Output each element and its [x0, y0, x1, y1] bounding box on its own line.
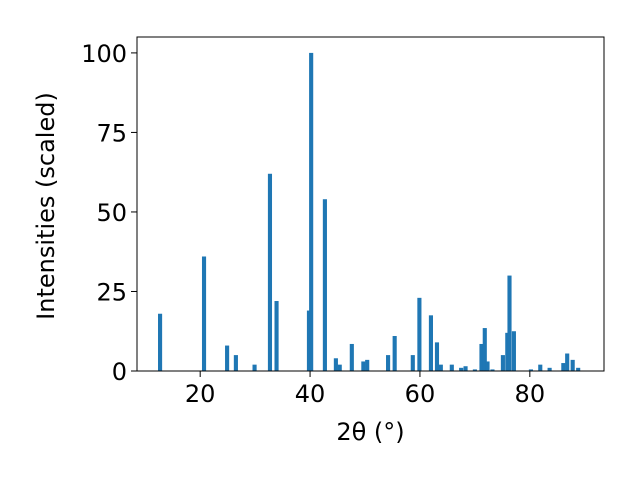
bar: [417, 297, 422, 371]
bar: [410, 355, 415, 371]
bar: [505, 332, 510, 371]
bar: [449, 364, 454, 371]
bar: [482, 328, 487, 371]
y-axis-label: Intensities (scaled): [32, 92, 60, 320]
bar: [392, 336, 397, 371]
bar: [472, 369, 477, 371]
bar: [349, 343, 354, 371]
bar: [225, 345, 230, 371]
bar: [306, 310, 312, 371]
x-tick-label: 60: [405, 380, 436, 408]
bar: [309, 52, 314, 372]
bar: [428, 315, 433, 371]
plot-frame: [136, 36, 605, 372]
bar: [333, 358, 338, 371]
bar: [459, 367, 464, 371]
bar: [158, 313, 163, 371]
bar: [365, 359, 370, 371]
bar: [511, 331, 516, 371]
bar: [267, 173, 273, 371]
x-axis-ticks: 20 40 60 80: [185, 371, 545, 408]
bar: [322, 199, 327, 371]
bar: [337, 364, 342, 371]
bar: [490, 369, 495, 371]
bars-group: [158, 52, 581, 372]
bar: [361, 361, 366, 371]
x-axis-label: 2θ (°): [336, 418, 404, 446]
bar: [507, 275, 512, 371]
bar: [485, 361, 490, 371]
bar: [434, 342, 440, 371]
bar: [500, 355, 505, 371]
y-tick-label: 25: [96, 278, 127, 306]
bar: [463, 366, 468, 371]
bar: [386, 355, 391, 371]
y-tick-label: 0: [112, 358, 127, 386]
bar: [274, 301, 279, 371]
bar: [252, 364, 257, 371]
x-tick-label: 40: [295, 380, 326, 408]
bar: [570, 359, 575, 371]
bar: [479, 343, 484, 371]
bar: [201, 256, 207, 371]
bar: [565, 353, 570, 371]
y-tick-label: 100: [81, 40, 127, 68]
x-tick-label: 20: [185, 380, 216, 408]
bar: [576, 367, 581, 371]
y-tick-label: 75: [96, 119, 127, 147]
x-tick-label: 80: [515, 380, 546, 408]
bar: [528, 369, 533, 371]
bar: [538, 364, 543, 371]
y-axis-ticks: 0 25 50 75 100: [81, 40, 137, 386]
y-tick-label: 50: [96, 199, 127, 227]
bar: [547, 367, 552, 371]
bar: [233, 355, 238, 371]
bar: [561, 363, 566, 371]
bar: [438, 364, 443, 371]
